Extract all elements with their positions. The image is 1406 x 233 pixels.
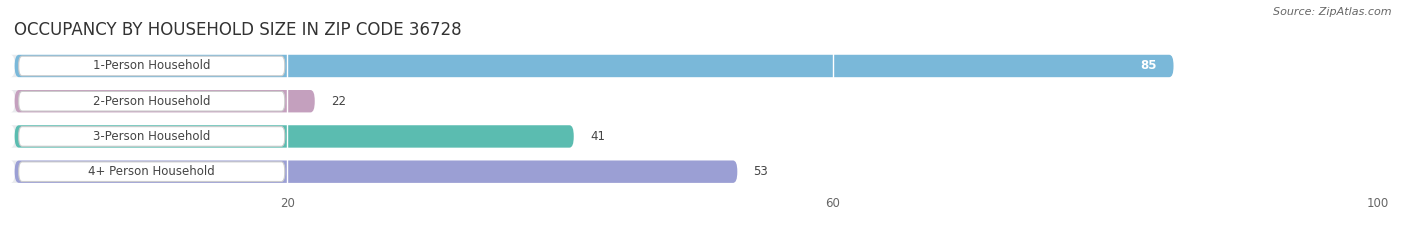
Text: 2-Person Household: 2-Person Household (93, 95, 211, 108)
Text: 1-Person Household: 1-Person Household (93, 59, 211, 72)
Text: 53: 53 (754, 165, 768, 178)
FancyBboxPatch shape (18, 162, 285, 182)
Text: Source: ZipAtlas.com: Source: ZipAtlas.com (1274, 7, 1392, 17)
FancyBboxPatch shape (18, 127, 285, 146)
FancyBboxPatch shape (18, 91, 285, 111)
FancyBboxPatch shape (14, 55, 1174, 77)
FancyBboxPatch shape (11, 125, 18, 148)
FancyBboxPatch shape (11, 55, 18, 77)
FancyBboxPatch shape (14, 90, 315, 112)
FancyBboxPatch shape (11, 90, 18, 112)
Text: 85: 85 (1140, 59, 1157, 72)
FancyBboxPatch shape (14, 161, 737, 183)
Text: 4+ Person Household: 4+ Person Household (89, 165, 215, 178)
Text: 3-Person Household: 3-Person Household (93, 130, 211, 143)
FancyBboxPatch shape (11, 161, 18, 183)
Text: 41: 41 (591, 130, 605, 143)
Text: 22: 22 (330, 95, 346, 108)
Text: OCCUPANCY BY HOUSEHOLD SIZE IN ZIP CODE 36728: OCCUPANCY BY HOUSEHOLD SIZE IN ZIP CODE … (14, 21, 461, 39)
FancyBboxPatch shape (14, 125, 574, 148)
FancyBboxPatch shape (18, 56, 285, 76)
